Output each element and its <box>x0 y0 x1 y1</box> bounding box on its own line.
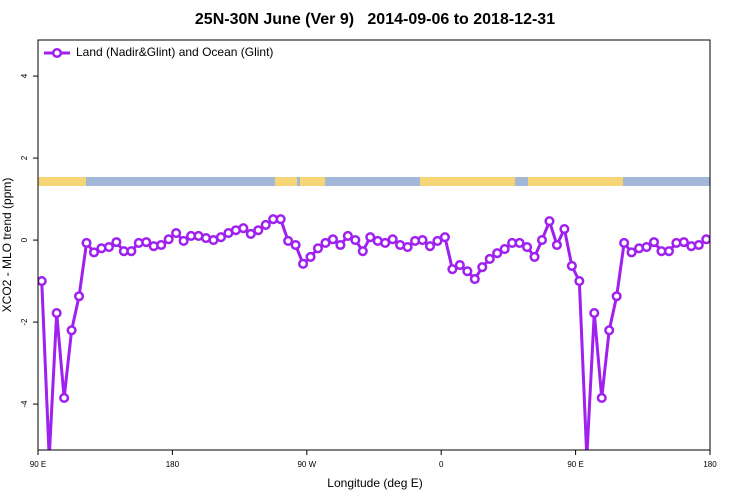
point <box>402 242 413 253</box>
point <box>484 253 495 264</box>
y-tick-label: 4 <box>20 73 29 78</box>
y-axis-label: XCO2 - MLO trend (ppm) <box>0 178 14 313</box>
point <box>342 230 353 242</box>
point <box>238 223 249 234</box>
x-tick-label: 0 <box>439 460 444 469</box>
point <box>432 235 443 246</box>
point <box>583 454 591 462</box>
point <box>589 308 600 319</box>
point <box>88 247 100 258</box>
x-tick-label: 180 <box>703 460 717 469</box>
point <box>74 291 85 302</box>
legend-label: Land (Nadir&Glint) and Ocean (Glint) <box>76 45 273 59</box>
point <box>499 244 510 255</box>
x-axis-label: Longitude (deg E) <box>327 476 422 490</box>
point <box>522 242 533 253</box>
point <box>387 234 398 245</box>
point <box>312 243 324 254</box>
y-tick-label: 2 <box>20 155 29 160</box>
point <box>51 308 62 319</box>
y-tick-label: -4 <box>20 400 29 408</box>
point <box>619 237 630 248</box>
point <box>81 237 92 248</box>
point <box>663 246 674 257</box>
point <box>178 235 189 246</box>
point <box>641 242 652 253</box>
point <box>380 237 391 248</box>
x-tick-label: 180 <box>166 460 180 469</box>
point <box>604 325 615 336</box>
point <box>260 219 271 230</box>
point <box>626 247 637 258</box>
point <box>298 258 309 269</box>
point <box>417 235 428 246</box>
point <box>454 260 465 271</box>
point <box>66 325 77 336</box>
point <box>424 241 436 252</box>
plot-frame <box>37 39 711 451</box>
x-tick-label: 90 W <box>297 460 316 469</box>
point <box>245 228 256 239</box>
point <box>678 237 689 248</box>
point <box>462 266 473 277</box>
point <box>701 234 710 245</box>
point <box>126 246 137 257</box>
point <box>350 235 361 246</box>
x-tick-label: 90 E <box>567 460 583 469</box>
point <box>477 262 488 273</box>
point <box>38 276 47 287</box>
chart-title: 25N-30N June (Ver 9) 2014-09-06 to 2018-… <box>195 11 555 28</box>
point <box>290 239 301 251</box>
point <box>335 239 346 251</box>
point <box>103 242 114 253</box>
y-tick-label: -2 <box>20 318 29 326</box>
point <box>163 234 174 245</box>
point <box>551 239 562 251</box>
series-line <box>40 216 708 450</box>
point <box>59 392 70 403</box>
point <box>439 232 450 243</box>
point <box>171 228 182 239</box>
point <box>357 246 368 257</box>
point <box>156 239 167 251</box>
point <box>111 237 122 248</box>
point <box>544 216 555 227</box>
point <box>529 251 540 262</box>
y-tick-label: 0 <box>20 237 29 242</box>
point <box>45 454 53 462</box>
point <box>320 237 331 248</box>
point <box>536 235 548 246</box>
point <box>141 237 152 248</box>
point <box>327 234 338 245</box>
point <box>492 248 503 259</box>
point <box>447 264 458 275</box>
point <box>215 232 226 243</box>
point <box>596 392 607 403</box>
x-tick-label: 90 E <box>30 460 46 469</box>
point <box>305 251 316 262</box>
map-strip <box>38 177 710 186</box>
point <box>648 237 660 248</box>
plot-area <box>38 214 710 462</box>
point <box>566 260 577 271</box>
point <box>693 239 704 251</box>
point <box>275 214 286 225</box>
point <box>559 223 570 235</box>
point <box>469 273 480 285</box>
legend-marker <box>51 47 63 59</box>
point <box>574 276 585 287</box>
point <box>365 232 376 243</box>
point <box>611 291 622 302</box>
point <box>514 237 525 248</box>
point <box>283 235 294 246</box>
point <box>253 225 264 236</box>
